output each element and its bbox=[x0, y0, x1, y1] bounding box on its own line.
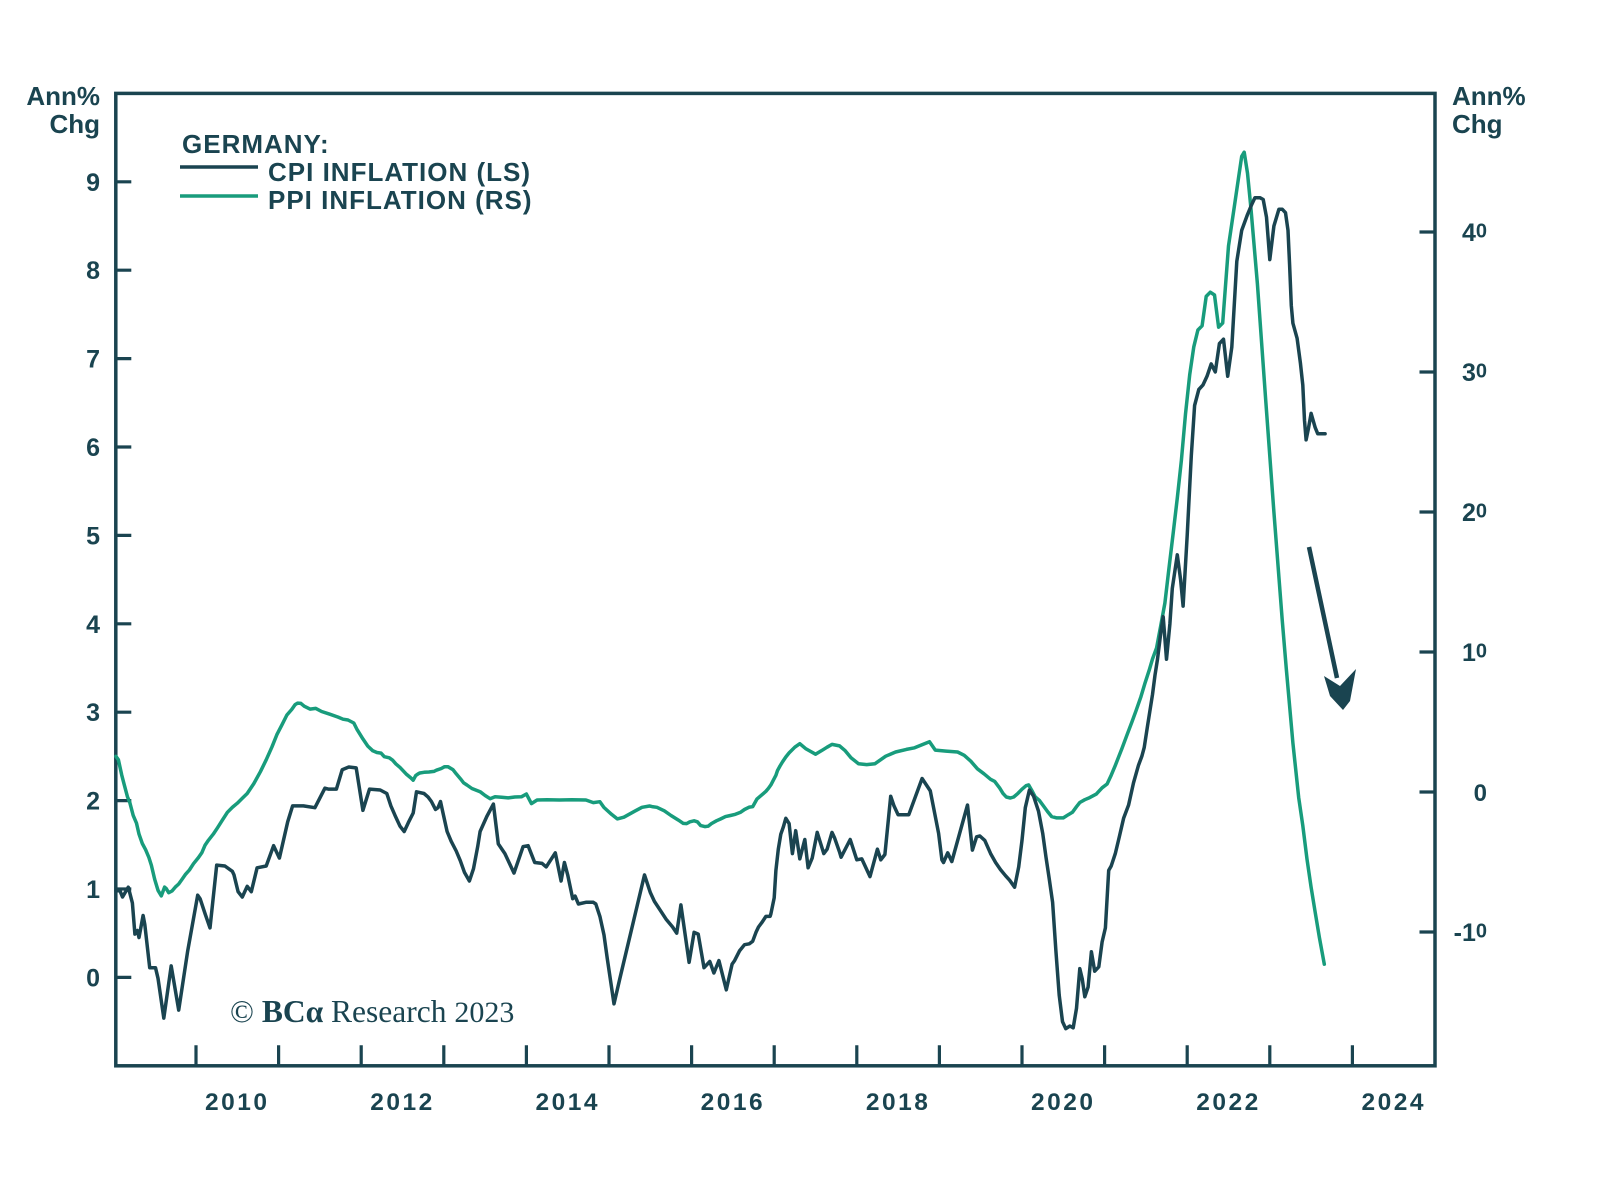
svg-text:Chg: Chg bbox=[1452, 109, 1503, 139]
svg-text:GERMANY:: GERMANY: bbox=[182, 129, 330, 159]
svg-text:8: 8 bbox=[86, 257, 100, 285]
svg-text:Chg: Chg bbox=[49, 109, 100, 139]
svg-text:40: 40 bbox=[1462, 219, 1487, 247]
svg-text:7: 7 bbox=[86, 346, 100, 374]
svg-text:© BCα Research 2023: © BCα Research 2023 bbox=[230, 994, 514, 1029]
svg-text:-10: -10 bbox=[1454, 919, 1487, 947]
svg-text:2018: 2018 bbox=[866, 1089, 931, 1116]
svg-text:PPI INFLATION (RS): PPI INFLATION (RS) bbox=[268, 185, 533, 215]
svg-text:2: 2 bbox=[86, 788, 100, 816]
svg-text:2024: 2024 bbox=[1361, 1089, 1426, 1116]
svg-text:6: 6 bbox=[86, 434, 100, 462]
svg-text:Ann%: Ann% bbox=[26, 81, 100, 111]
svg-text:0: 0 bbox=[1474, 780, 1487, 807]
svg-text:2010: 2010 bbox=[205, 1089, 270, 1116]
svg-text:0: 0 bbox=[86, 964, 100, 992]
svg-text:2014: 2014 bbox=[535, 1089, 600, 1116]
svg-text:20: 20 bbox=[1462, 499, 1487, 527]
svg-text:30: 30 bbox=[1462, 359, 1487, 387]
svg-text:5: 5 bbox=[86, 522, 100, 550]
svg-text:2022: 2022 bbox=[1196, 1089, 1261, 1116]
svg-text:1: 1 bbox=[86, 876, 100, 904]
svg-text:9: 9 bbox=[86, 169, 100, 197]
svg-text:2016: 2016 bbox=[701, 1089, 766, 1116]
svg-text:2020: 2020 bbox=[1031, 1089, 1096, 1116]
svg-text:4: 4 bbox=[86, 611, 100, 639]
svg-text:CPI INFLATION (LS): CPI INFLATION (LS) bbox=[268, 157, 531, 187]
svg-text:2012: 2012 bbox=[370, 1089, 435, 1116]
svg-text:Ann%: Ann% bbox=[1452, 81, 1526, 111]
svg-text:3: 3 bbox=[86, 699, 100, 727]
svg-text:10: 10 bbox=[1462, 639, 1487, 667]
